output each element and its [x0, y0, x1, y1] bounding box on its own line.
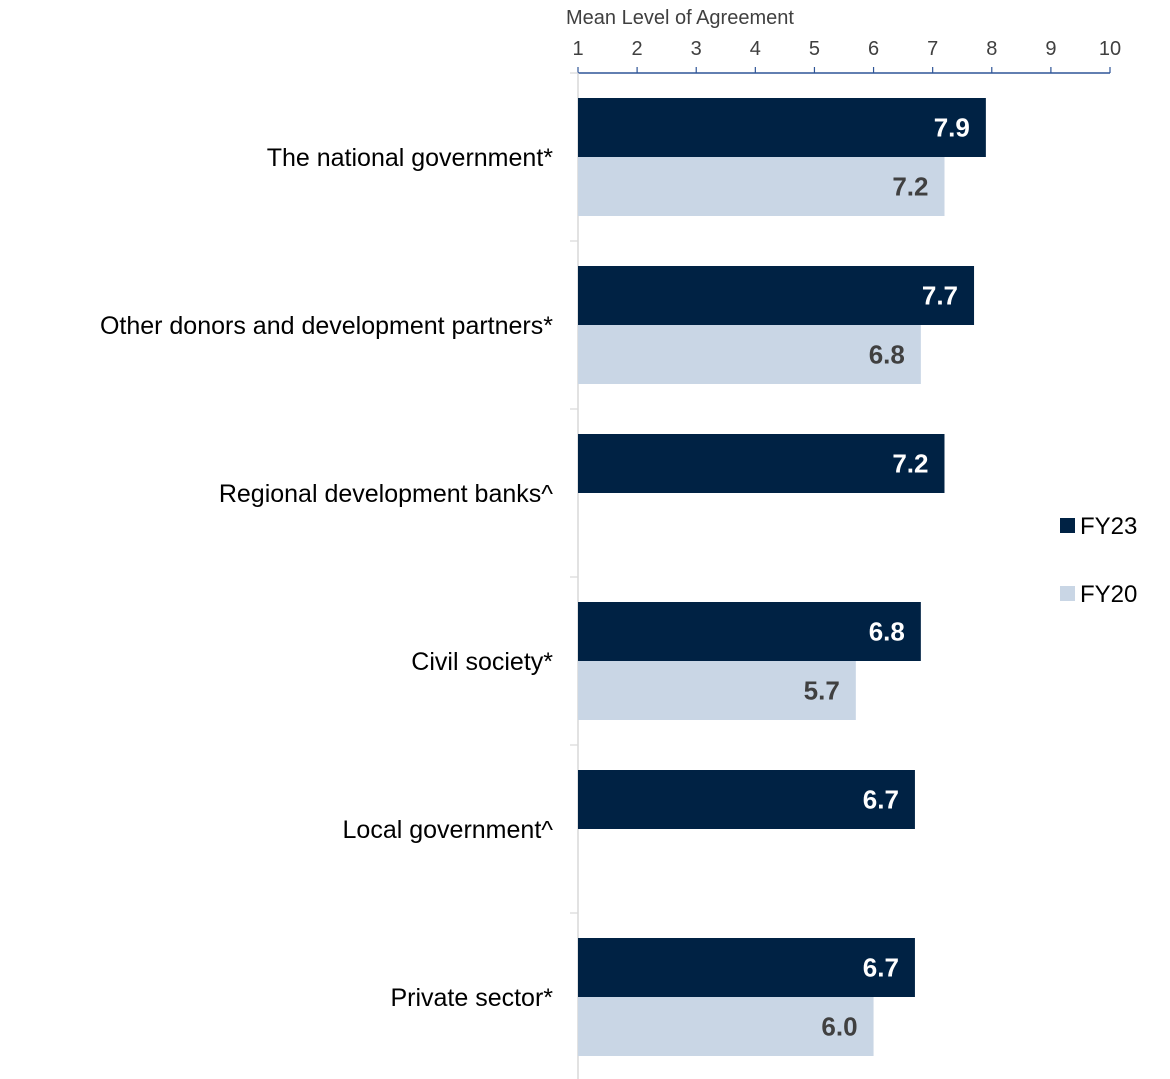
- category-label: The national government*: [267, 144, 554, 172]
- bar-fy20: [578, 661, 856, 720]
- category-labels: The national government* Other donors and…: [100, 144, 553, 1012]
- data-label-fy23: 6.7: [863, 785, 899, 815]
- data-label-fy20: 6.8: [869, 340, 905, 370]
- x-tick-label: 7: [927, 38, 938, 60]
- category-label: Private sector*: [390, 984, 553, 1012]
- legend: FY23 FY20: [1060, 513, 1137, 608]
- bar-fy23: [578, 98, 986, 157]
- data-label-fy23: 7.7: [922, 281, 958, 311]
- data-label-fy20: 7.2: [892, 172, 928, 202]
- x-tick-label: 6: [868, 38, 879, 60]
- data-label-fy23: 7.2: [892, 449, 928, 479]
- x-axis: 1 2 3 4 5 6 7 8 9 10: [570, 38, 1121, 1079]
- data-label-fy20: 5.7: [804, 676, 840, 706]
- bar-fy20: [578, 997, 874, 1056]
- data-label-fy23: 6.8: [869, 617, 905, 647]
- legend-label-fy23: FY23: [1080, 513, 1137, 540]
- bar-fy23: [578, 770, 915, 829]
- bar-fy20: [578, 157, 945, 216]
- bar-fy23: [578, 266, 975, 325]
- x-tick-label: 5: [809, 38, 820, 60]
- data-label-fy20: 6.0: [821, 1012, 857, 1042]
- category-label: Local government^: [343, 816, 554, 844]
- x-tick-label: 3: [691, 38, 702, 60]
- bars: 7.97.27.76.87.26.85.76.76.76.0: [578, 98, 986, 1056]
- legend-swatch-fy23: [1060, 518, 1075, 533]
- bar-fy23: [578, 938, 915, 997]
- x-axis-title: Mean Level of Agreement: [566, 7, 794, 29]
- bar-fy20: [578, 325, 921, 384]
- data-label-fy23: 7.9: [934, 113, 970, 143]
- bar-fy23: [578, 602, 921, 661]
- bar-fy23: [578, 434, 945, 493]
- legend-swatch-fy20: [1060, 586, 1075, 601]
- x-tick-label: 4: [750, 38, 761, 60]
- x-tick-label: 1: [572, 38, 583, 60]
- x-tick-label: 10: [1099, 38, 1121, 60]
- x-tick-label: 9: [1045, 38, 1056, 60]
- category-label: Regional development banks^: [219, 480, 553, 508]
- x-tick-label: 8: [986, 38, 997, 60]
- x-tick-label: 2: [632, 38, 643, 60]
- data-label-fy23: 6.7: [863, 953, 899, 983]
- category-label: Other donors and development partners*: [100, 312, 553, 340]
- legend-label-fy20: FY20: [1080, 581, 1137, 608]
- category-label: Civil society*: [411, 648, 553, 676]
